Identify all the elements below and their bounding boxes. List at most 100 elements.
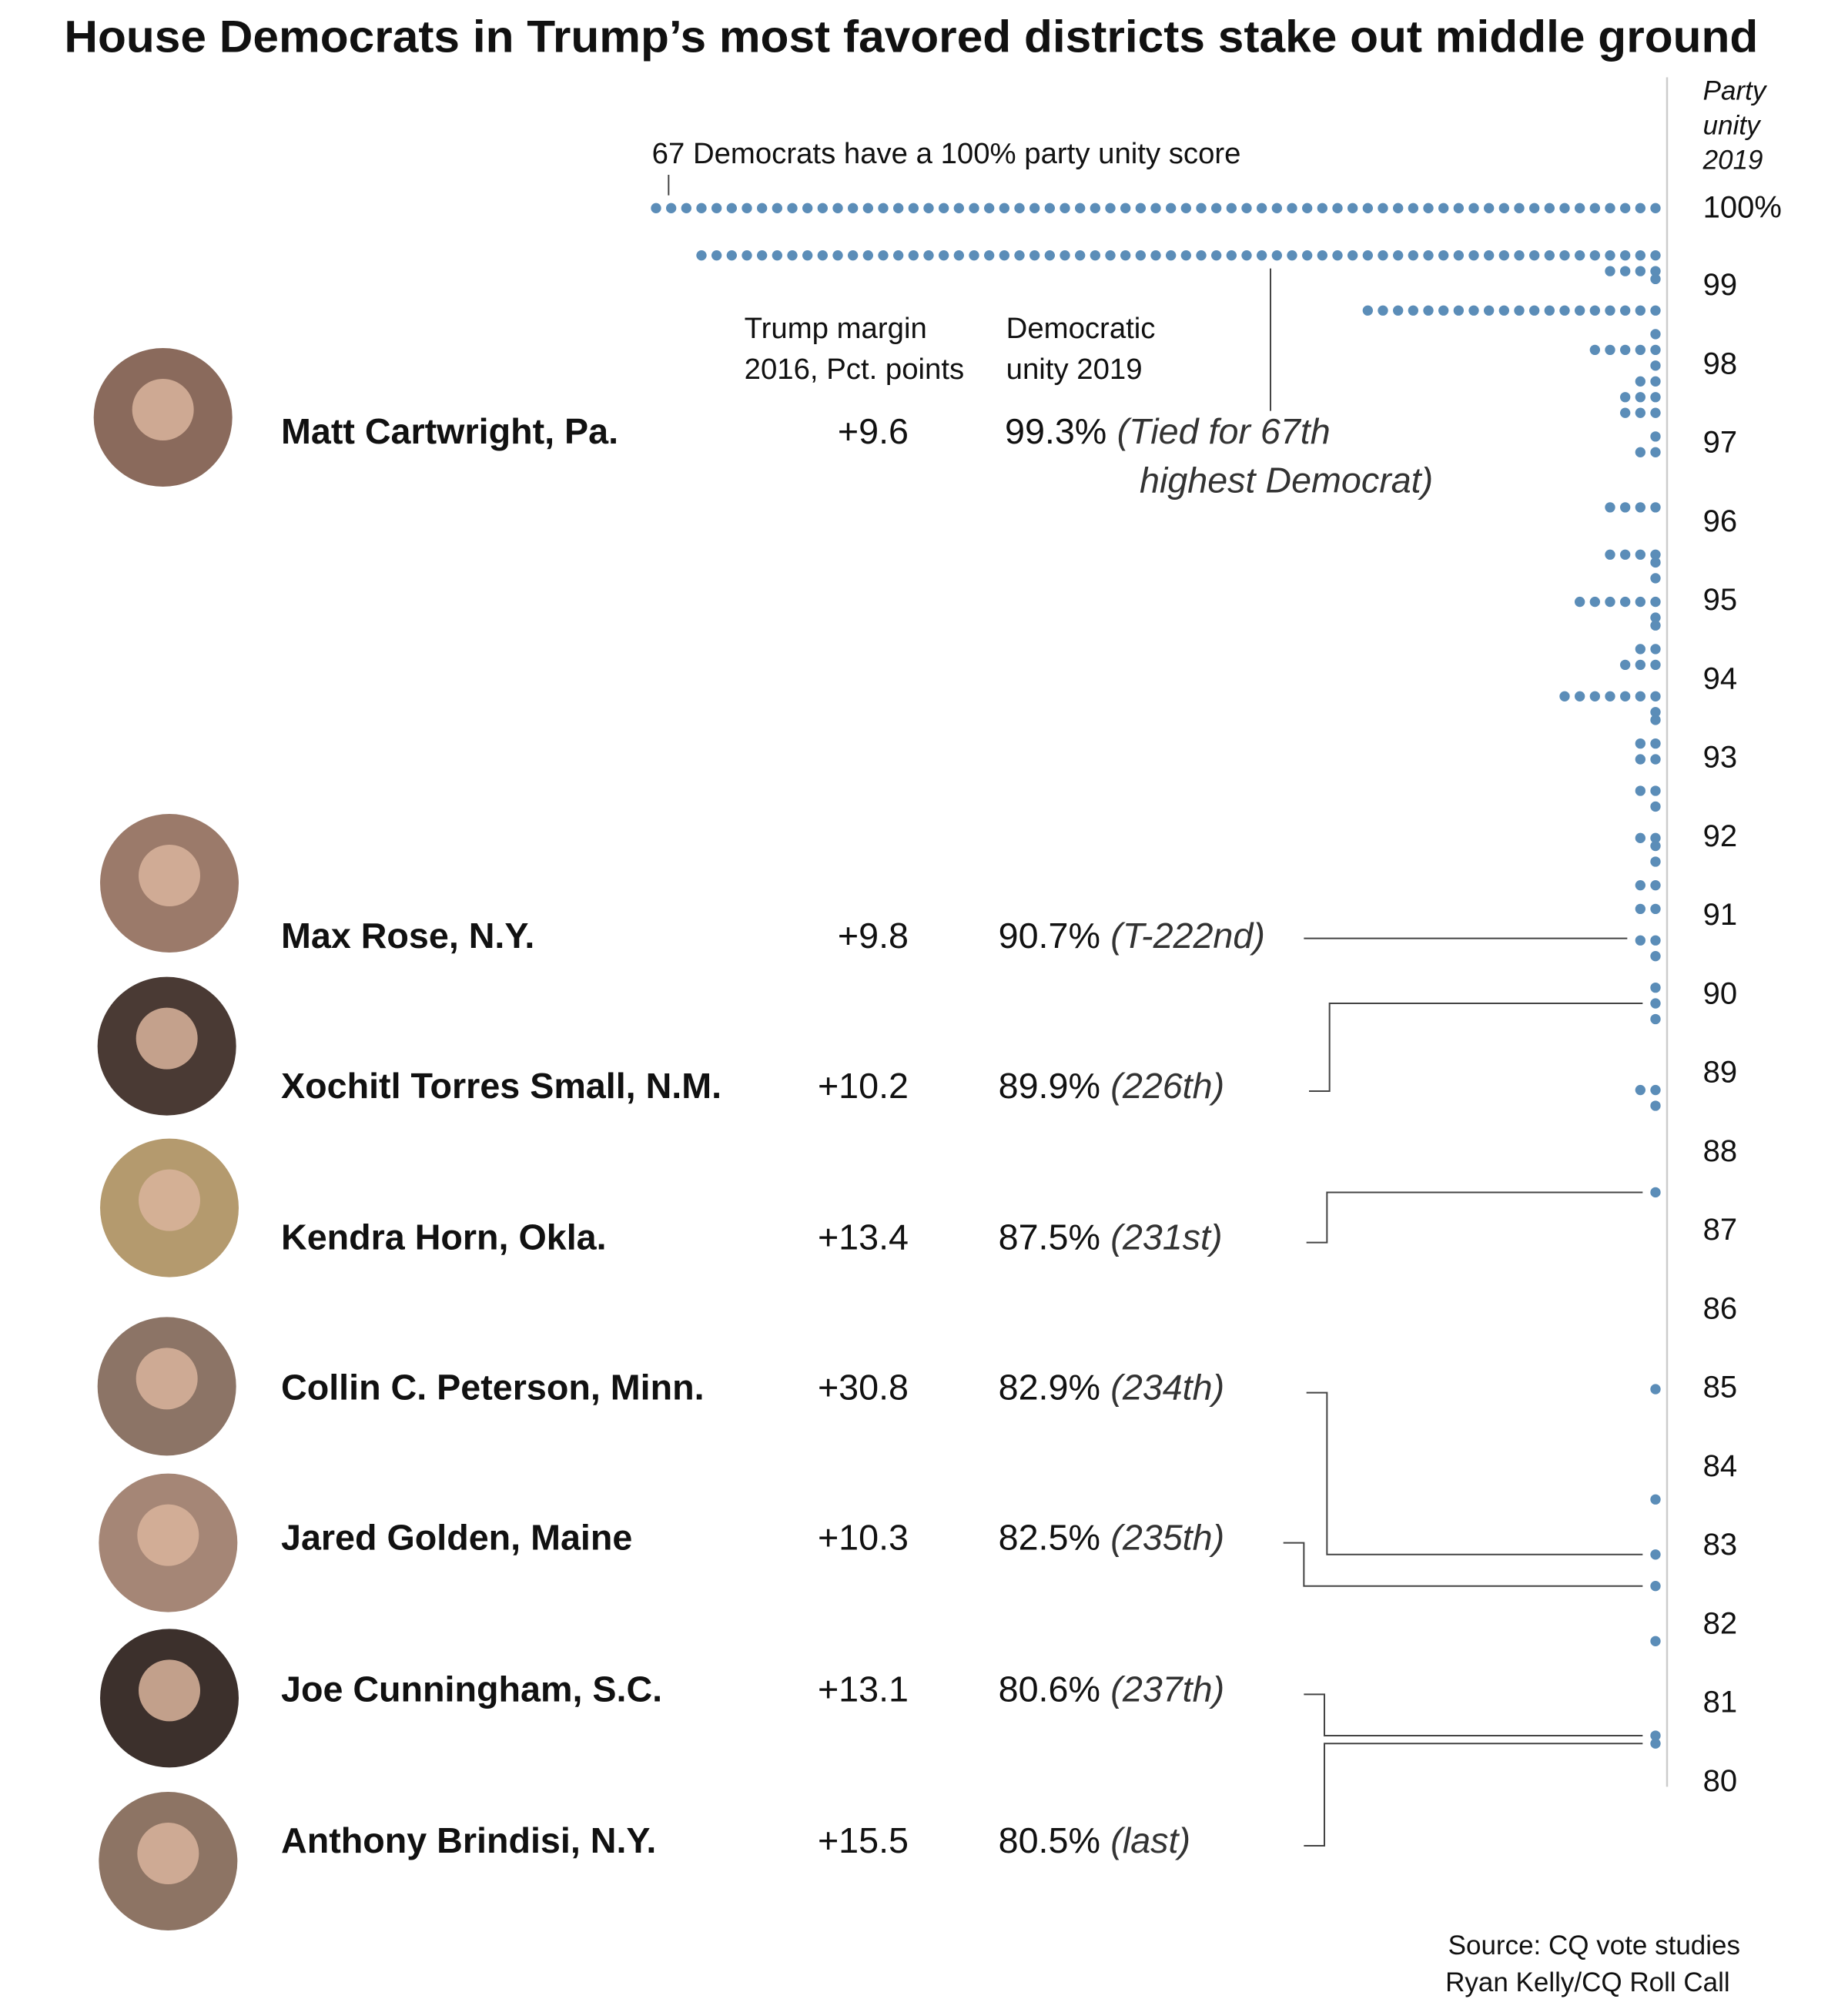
dot (893, 203, 904, 213)
dot (1514, 203, 1525, 213)
trump-margin: +10.3 (818, 1518, 909, 1558)
dot (651, 203, 661, 213)
dot (681, 203, 691, 213)
member-name: Jared Golden, Maine (281, 1518, 632, 1558)
column-header: Trump margin (745, 312, 927, 345)
dot (1650, 266, 1661, 276)
unity-rank: (231st) (1110, 1217, 1222, 1257)
dot (848, 250, 859, 261)
dot (1635, 935, 1645, 946)
dot (696, 250, 707, 261)
dot (1257, 203, 1267, 213)
dot (1650, 360, 1661, 371)
dot (1650, 612, 1661, 623)
dot (1271, 203, 1282, 213)
trump-margin: +10.2 (818, 1066, 909, 1106)
dot (1635, 880, 1645, 891)
dot (1635, 344, 1645, 356)
y-tick-label: 90 (1703, 976, 1737, 1010)
y-tick-label: 82 (1703, 1606, 1737, 1640)
dot (969, 250, 979, 261)
axis-title: Party (1703, 76, 1768, 106)
dot (862, 250, 873, 261)
dot (1423, 250, 1434, 261)
dot (1378, 305, 1388, 316)
source: Source: CQ vote studies (1448, 1930, 1740, 1960)
y-tick-label: 91 (1703, 898, 1737, 932)
dot (1650, 376, 1661, 387)
dot (1575, 691, 1585, 701)
dot (742, 203, 752, 213)
dot (1635, 549, 1645, 560)
member-name: Kendra Horn, Okla. (281, 1217, 607, 1257)
dot (832, 250, 843, 261)
dot (817, 203, 828, 213)
photo-face (132, 379, 194, 440)
dot (1635, 832, 1645, 843)
y-tick-label: 87 (1703, 1213, 1737, 1247)
dot (1317, 203, 1327, 213)
dot (893, 250, 904, 261)
photo-face (137, 1823, 199, 1884)
dot (1620, 659, 1631, 671)
dot (1423, 203, 1434, 213)
dot (908, 203, 919, 213)
photo-face (136, 1007, 198, 1070)
dot (1226, 203, 1237, 213)
unity-rank: (T-222nd) (1110, 916, 1265, 956)
dot (1029, 203, 1040, 213)
dot (1180, 203, 1191, 213)
dot (1514, 250, 1525, 261)
dot (984, 203, 995, 213)
dot (878, 250, 889, 261)
unity-rank: (237th) (1110, 1669, 1224, 1709)
dot (1635, 785, 1645, 796)
leader-line (1306, 1191, 1643, 1244)
dot (1075, 203, 1086, 213)
dot (1559, 250, 1570, 261)
dot (1650, 447, 1661, 457)
y-tick-label: 88 (1703, 1134, 1737, 1168)
dot (1211, 250, 1222, 261)
dot (1559, 305, 1570, 316)
y-tick-label: 81 (1703, 1686, 1737, 1719)
member-name: Anthony Brindisi, N.Y. (281, 1820, 656, 1860)
dot (1650, 644, 1661, 655)
y-tick-label: 94 (1703, 661, 1737, 695)
dot (1090, 203, 1100, 213)
trump-margin: +9.6 (838, 411, 909, 451)
dot (1650, 935, 1661, 946)
dot (1650, 982, 1661, 993)
dot (878, 203, 889, 213)
dot (1635, 305, 1645, 316)
dot (711, 203, 722, 213)
dot (999, 203, 1009, 213)
dot (1589, 305, 1600, 316)
member-name: Collin C. Peterson, Minn. (281, 1368, 705, 1408)
dot (1635, 447, 1645, 457)
member-name: Max Rose, N.Y. (281, 916, 534, 956)
dot (1635, 691, 1645, 701)
dot (1120, 250, 1131, 261)
dot (1483, 203, 1495, 213)
photo-face (139, 1169, 200, 1231)
photo-face (136, 1348, 198, 1410)
leader-line (1309, 1003, 1643, 1093)
unity-value: 87.5% (999, 1217, 1100, 1257)
dot (1605, 344, 1615, 356)
dot (1211, 203, 1222, 213)
dot (1650, 1549, 1661, 1560)
dot (1287, 250, 1297, 261)
dot (1635, 376, 1645, 387)
unity-value: 99.3% (1005, 411, 1106, 451)
dot (1635, 203, 1645, 213)
y-tick-label: 96 (1703, 504, 1737, 538)
dot (1650, 801, 1661, 812)
dot (1650, 715, 1661, 725)
dot (1438, 203, 1449, 213)
dot (1044, 250, 1055, 261)
dot (1589, 691, 1600, 701)
dot (1650, 620, 1661, 631)
dot (1650, 903, 1661, 915)
